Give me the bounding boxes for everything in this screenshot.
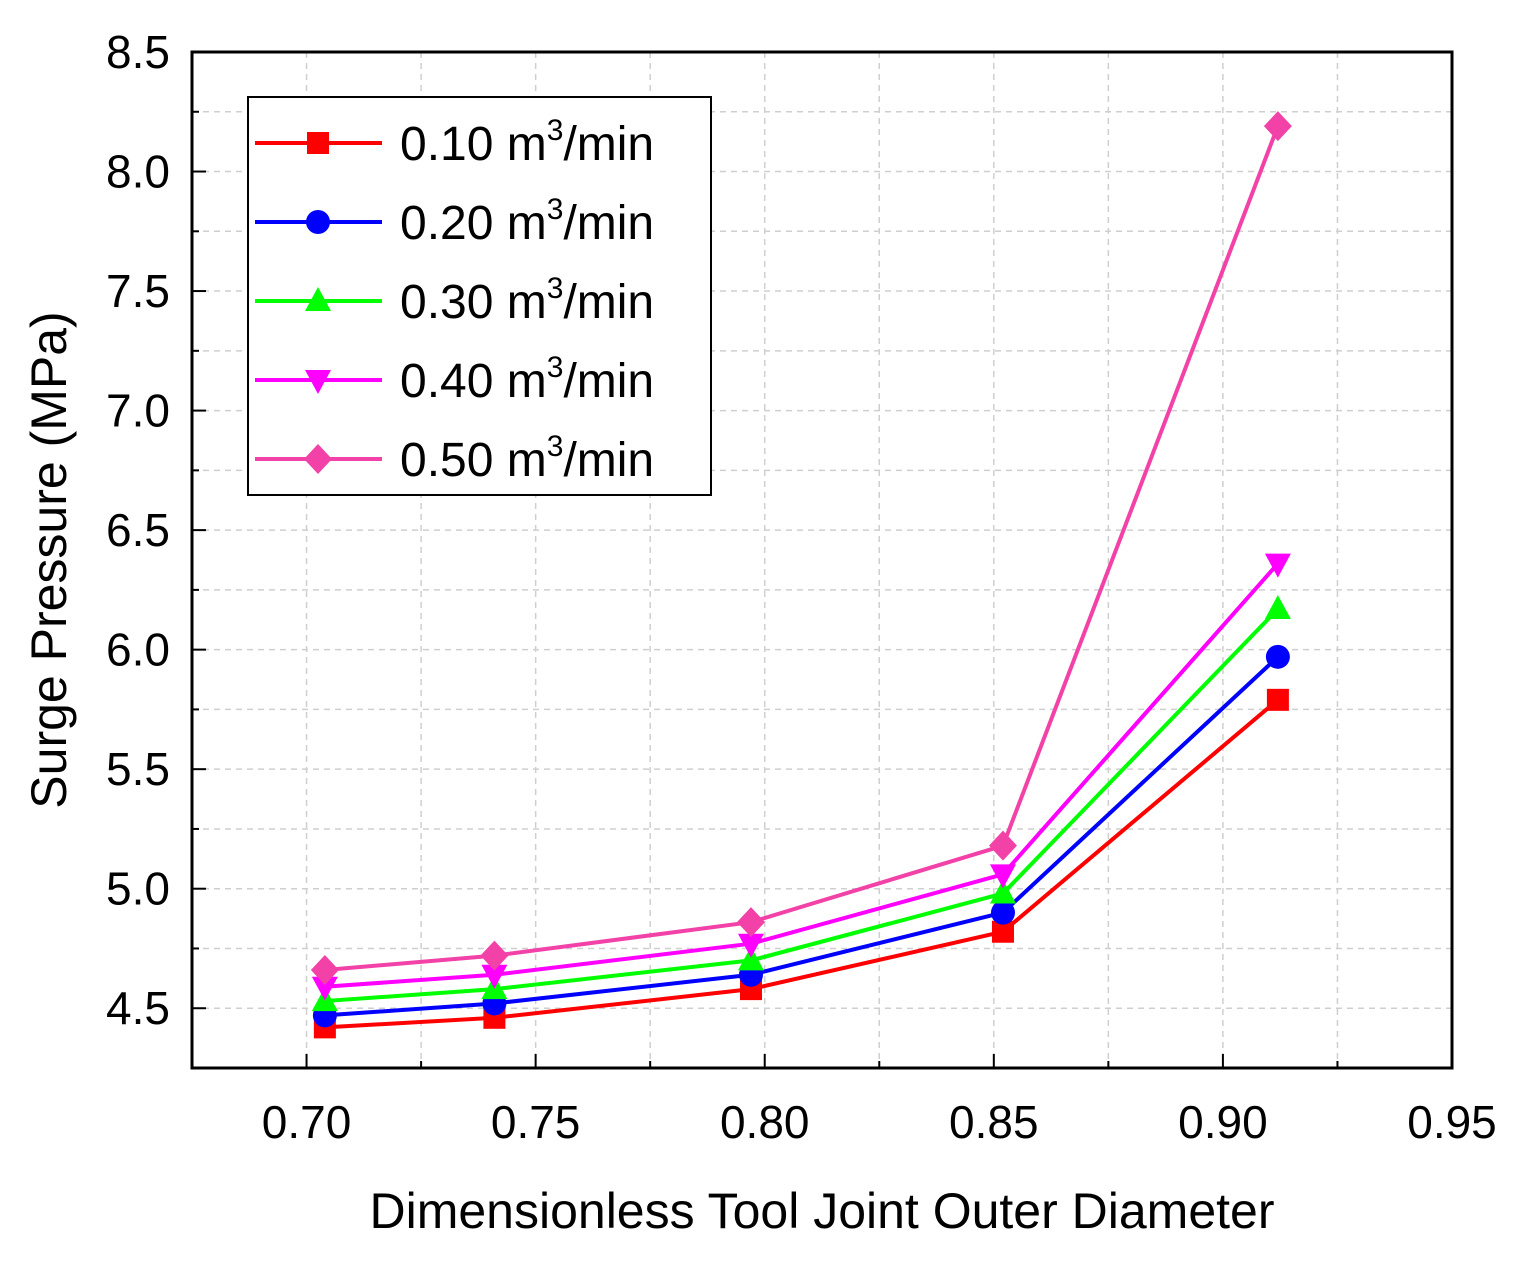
- data-point: [1264, 553, 1291, 578]
- y-tick-label: 8.5: [106, 26, 170, 78]
- data-point: [1265, 644, 1290, 669]
- data-point: [311, 976, 338, 1001]
- x-tick-label: 0.85: [949, 1096, 1039, 1148]
- y-tick-label: 8.0: [106, 146, 170, 198]
- legend-marker: [307, 132, 329, 154]
- y-axis-title: Surge Pressure (MPa): [21, 311, 77, 808]
- series-line: [324, 607, 1280, 1004]
- legend-marker: [304, 444, 332, 474]
- y-tick-label: 6.5: [106, 504, 170, 556]
- data-point: [481, 964, 508, 989]
- series-5: [310, 111, 1292, 985]
- series-4: [311, 553, 1291, 1001]
- axis-ticks: [192, 51, 1453, 1068]
- legend-label: 0.30 m3/min: [400, 272, 654, 329]
- series-line: [324, 562, 1280, 989]
- legend-marker: [305, 287, 331, 311]
- legend-item: 0.40 m3/min: [255, 351, 654, 408]
- legend-label: 0.10 m3/min: [400, 114, 654, 171]
- data-point: [310, 954, 339, 985]
- plot-frame: [190, 50, 1454, 1070]
- data-point: [989, 879, 1016, 904]
- x-tick-label: 0.90: [1178, 1096, 1268, 1148]
- x-tick-label: 0.80: [720, 1096, 810, 1148]
- x-tick-label: 0.70: [262, 1096, 352, 1148]
- legend-marker: [306, 210, 330, 234]
- data-point: [736, 907, 765, 938]
- axis-tick-labels: 0.70 0.75 0.80 0.85 0.90 0.95 4.5 5.0 5.5 6.0 6.5 7…: [106, 26, 1497, 1148]
- data-point: [991, 920, 1014, 943]
- legend-label: 0.20 m3/min: [400, 193, 654, 250]
- y-tick-label: 5.5: [106, 743, 170, 795]
- data-point: [1264, 595, 1291, 620]
- y-tick-label: 4.5: [106, 982, 170, 1034]
- plot-series: [310, 111, 1292, 1039]
- legend-item: 0.10 m3/min: [255, 114, 654, 171]
- legend-item: 0.30 m3/min: [255, 272, 654, 329]
- series-line: [324, 655, 1280, 1018]
- y-tick-label: 5.0: [106, 863, 170, 915]
- legend-item: 0.20 m3/min: [255, 193, 654, 250]
- x-tick-label: 0.95: [1407, 1096, 1497, 1148]
- legend-label: 0.50 m3/min: [400, 430, 654, 487]
- y-tick-label: 7.5: [106, 265, 170, 317]
- data-point: [988, 830, 1017, 861]
- data-point: [480, 940, 509, 971]
- y-tick-label: 7.0: [106, 385, 170, 437]
- legend: 0.10 m3/min 0.20 m3/min 0.30 m3/min 0.40 m3…: [247, 96, 712, 496]
- data-point: [989, 864, 1016, 889]
- legend-item: 0.50 m3/min: [255, 430, 654, 487]
- data-point: [1263, 111, 1292, 142]
- data-point: [1266, 688, 1289, 711]
- legend-label: 0.40 m3/min: [400, 351, 654, 408]
- data-point: [737, 933, 764, 958]
- x-axis-title: Dimensionless Tool Joint Outer Diameter: [369, 1183, 1274, 1239]
- data-point: [990, 900, 1015, 925]
- x-tick-label: 0.75: [491, 1096, 581, 1148]
- series-3: [311, 595, 1291, 1012]
- legend-box: [247, 96, 712, 496]
- series-2: [312, 644, 1290, 1028]
- data-point: [737, 946, 764, 971]
- legend-marker: [305, 370, 331, 394]
- y-tick-label: 6.0: [106, 624, 170, 676]
- series-1: [313, 688, 1289, 1039]
